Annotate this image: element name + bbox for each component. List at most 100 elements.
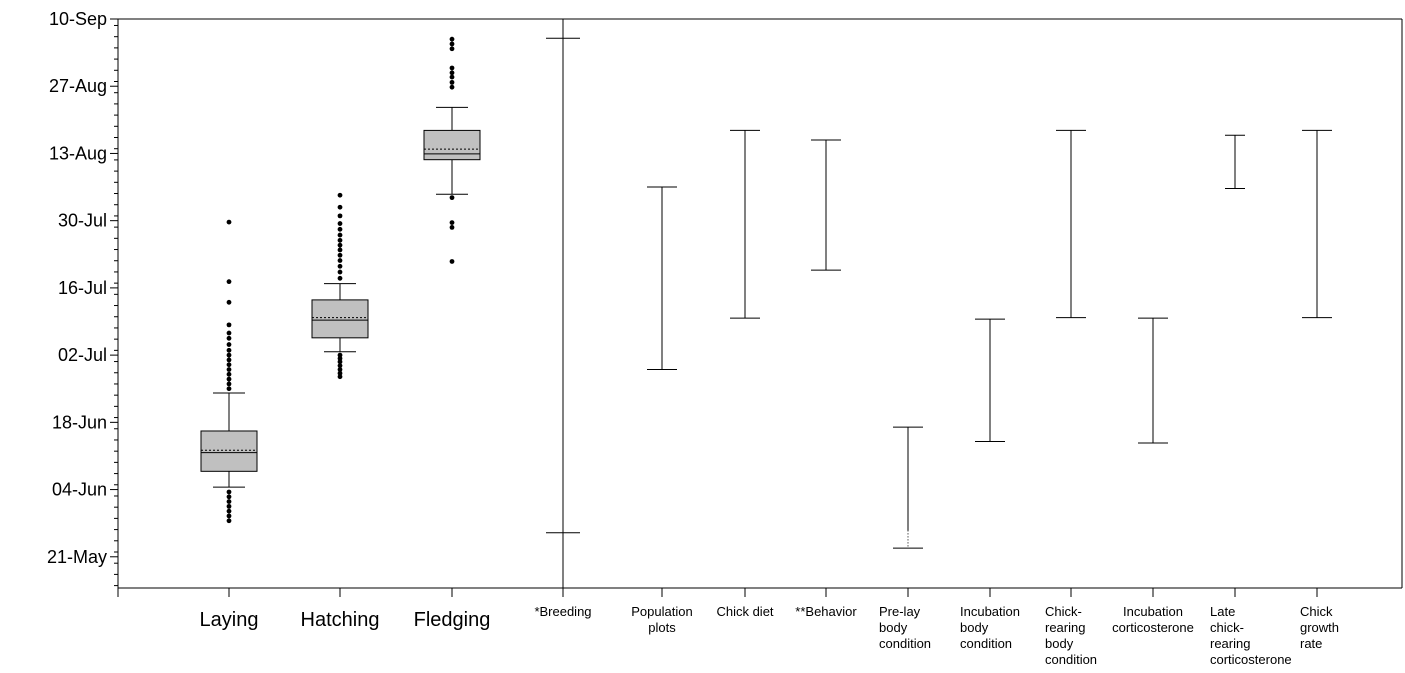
outlier-point [226,371,232,377]
category-label-line: *Breeding [534,604,591,619]
outlier-point [337,367,343,372]
outlier-point [226,518,232,524]
category-label-line: corticosterone [1210,652,1292,667]
range-bar [1225,134,1245,189]
y-tick-label: 18-Jun [52,412,107,432]
outlier-point [337,232,343,238]
outlier-point [449,224,455,230]
outlier-point [449,195,455,201]
category-label-line: chick- [1210,620,1244,635]
category-label: Fledging [414,609,491,631]
outlier-point [226,335,232,341]
outlier-point [226,503,232,509]
outlier-point [449,79,455,85]
outlier-point [337,226,343,232]
outlier-point [337,242,343,248]
outlier-point [337,221,343,226]
range-bar [975,318,1005,443]
outlier-point [226,381,232,387]
category-label-line: Pre-lay [879,604,921,619]
category-label-line: condition [960,636,1012,651]
outlier-point [226,299,232,305]
y-tick-label: 30-Jul [58,211,107,231]
outlier-point [226,322,232,328]
category-label-line: Chick- [1045,604,1082,619]
outlier-point [226,376,232,382]
outlier-point [226,330,232,336]
outlier-point [337,258,343,263]
category-label: Late chick-rearing corticosterone [1210,604,1292,667]
outlier-point [226,494,232,500]
outlier-point [337,237,343,243]
outlier-point [226,357,232,363]
outlier-point [226,362,232,368]
category-label-line: plots [648,620,676,635]
y-tick-label: 02-Jul [58,345,107,365]
outlier-point [337,252,343,258]
boxplot-fledging [423,36,481,264]
outlier-point [337,374,343,380]
category-label: Chick diet [716,604,773,619]
outlier-point [337,356,343,361]
category-label-line: Chick diet [716,604,773,619]
box-iqr [200,430,258,472]
range-bar [811,139,841,271]
outlier-point [226,367,232,372]
range-bar [546,37,580,534]
boxplots [200,36,481,524]
range-bar [1138,317,1168,444]
outlier-point [449,259,455,264]
outlier-point [337,275,343,281]
outlier-point [226,342,232,347]
outlier-point [449,46,455,52]
outlier-point [337,263,343,269]
outlier-point [226,347,232,353]
y-tick-label: 16-Jul [58,278,107,298]
category-label-line: body [960,620,989,635]
boxplot-hatching [311,192,369,380]
outlier-point [449,220,455,225]
outlier-point [337,192,343,198]
outlier-point [449,36,455,42]
range-bar [1302,129,1332,319]
category-label-line: rearing [1210,636,1250,651]
y-tick-label: 10-Sep [49,9,107,29]
outlier-point [449,84,455,90]
category-label-line: condition [879,636,931,651]
category-label: Chick growth rate [1300,604,1339,651]
category-label: Incubation body condition [960,604,1020,651]
outlier-point [226,352,232,358]
category-label-line: body [879,620,908,635]
category-label: *Breeding [534,604,591,619]
category-label-line: body [1045,636,1074,651]
outlier-point [226,489,232,495]
outlier-point [337,352,343,358]
range-bars [546,37,1332,549]
x-axis: Laying Hatching Fledging *Breeding Populatio… [117,588,1339,667]
category-label-line: Incubation [1123,604,1183,619]
y-tick-label: 13-Aug [49,143,107,163]
range-bar [647,186,677,371]
category-label: Population plots [631,604,692,635]
boxplot-laying [200,219,258,524]
box-iqr [311,299,369,339]
category-label-line: growth [1300,620,1339,635]
outlier-point [226,499,232,504]
outlier-point [226,508,232,514]
y-axis: 10-Sep 27-Aug 13-Aug 30-Jul 16-Jul 02-Jul 18-J… [47,9,118,587]
outlier-point [337,269,343,275]
outlier-point [449,74,455,80]
category-label-line: **Behavior [795,604,857,619]
outlier-point [337,213,343,219]
box-iqr [423,129,481,161]
outlier-point [449,70,455,76]
category-label-line: condition [1045,652,1097,667]
category-label-line: Late [1210,604,1235,619]
plot-frame [117,18,1403,589]
y-tick-label: 27-Aug [49,76,107,96]
outlier-point [337,359,343,365]
category-label: Incubation corticosterone [1112,604,1194,635]
range-bar [893,426,923,549]
outlier-point [337,370,343,376]
